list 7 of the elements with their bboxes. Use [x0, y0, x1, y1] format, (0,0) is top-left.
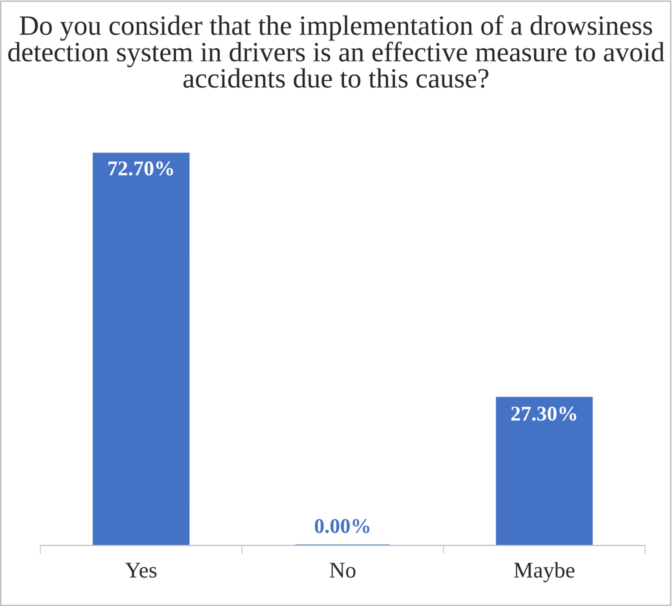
- chart-title: Do you consider that the implementation of a drowsiness detection system in drivers is an effective measure to avoid accidents due to this cause?: [8, 15, 664, 88]
- x-tick-label: Maybe: [514, 562, 574, 582]
- x-tick-label: No: [330, 562, 356, 578]
- data-label: 0.00%: [314, 519, 370, 534]
- data-label: 27.30%: [511, 406, 576, 421]
- data-label: 72.70%: [108, 161, 174, 176]
- x-tick-label: Yes: [125, 562, 156, 578]
